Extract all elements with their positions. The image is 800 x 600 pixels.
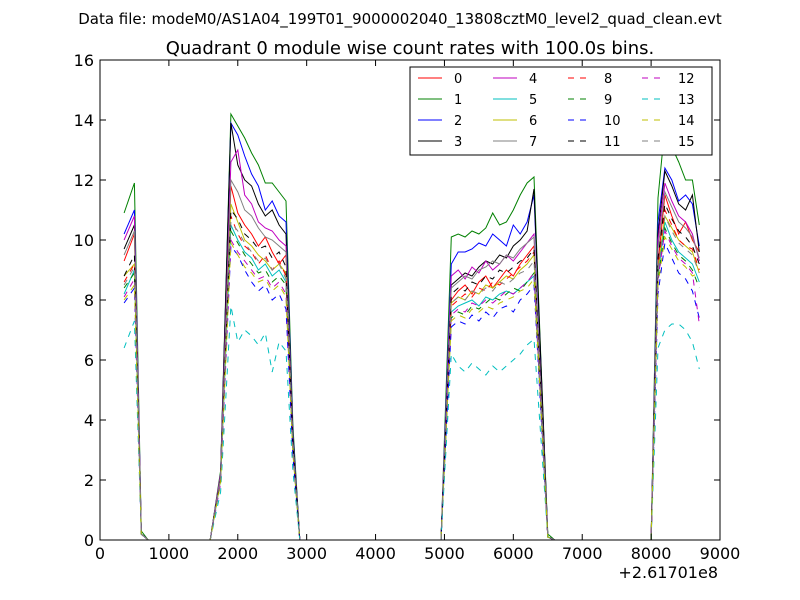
series-line-11 xyxy=(123,202,700,540)
series-line-6 xyxy=(123,203,700,540)
series-line-12 xyxy=(123,229,700,540)
y-tick-label: 14 xyxy=(74,111,94,130)
x-tick-label: 2000 xyxy=(217,544,258,563)
legend-label-7: 7 xyxy=(529,135,537,150)
legend-label-2: 2 xyxy=(454,114,462,129)
series-line-3 xyxy=(123,122,700,540)
y-tick-label: 2 xyxy=(84,471,94,490)
x-tick-label: 0 xyxy=(95,544,105,563)
series-line-13 xyxy=(123,305,700,540)
x-tick-label: 3000 xyxy=(286,544,327,563)
series-layer xyxy=(123,112,700,540)
y-tick-label: 4 xyxy=(84,411,94,430)
legend-label-10: 10 xyxy=(604,114,621,129)
legend-label-12: 12 xyxy=(678,72,695,87)
x-tick-label: 9000 xyxy=(700,544,741,563)
y-tick-label: 10 xyxy=(74,231,94,250)
y-tick-label: 6 xyxy=(84,351,94,370)
legend-box xyxy=(409,66,713,156)
legend-label-14: 14 xyxy=(678,114,695,129)
legend-label-6: 6 xyxy=(529,114,537,129)
y-tick-label: 0 xyxy=(84,531,94,550)
series-line-5 xyxy=(123,221,700,540)
legend-label-8: 8 xyxy=(604,72,612,87)
legend-label-11: 11 xyxy=(604,135,621,150)
legend-label-3: 3 xyxy=(454,135,462,150)
series-line-1 xyxy=(123,112,700,540)
series-line-2 xyxy=(123,121,700,540)
legend-label-15: 15 xyxy=(678,135,695,150)
y-tick-label: 8 xyxy=(84,291,94,310)
series-line-7 xyxy=(123,178,700,540)
x-tick-label: 4000 xyxy=(355,544,396,563)
y-tick-label: 12 xyxy=(74,171,94,190)
legend-label-5: 5 xyxy=(529,93,537,108)
series-line-4 xyxy=(123,148,700,540)
series-line-9 xyxy=(123,226,700,540)
series-line-14 xyxy=(123,235,700,540)
x-tick-label: 8000 xyxy=(631,544,672,563)
series-line-10 xyxy=(123,241,700,540)
y-tick-label: 16 xyxy=(74,51,94,70)
series-line-8 xyxy=(123,208,700,540)
legend-label-1: 1 xyxy=(454,93,462,108)
series-line-15 xyxy=(123,214,700,540)
legend-label-4: 4 xyxy=(529,72,537,87)
series-line-0 xyxy=(123,185,700,540)
x-tick-label: 6000 xyxy=(493,544,534,563)
x-tick-label: 5000 xyxy=(424,544,465,563)
chart-suptitle: Data file: modeM0/AS1A04_199T01_90000020… xyxy=(78,10,722,29)
x-tick-label: 1000 xyxy=(149,544,190,563)
legend-label-13: 13 xyxy=(678,93,695,108)
legend-label-9: 9 xyxy=(604,93,612,108)
chart-title: Quadrant 0 module wise count rates with … xyxy=(166,38,655,59)
axis-ticks: 0 1000 2000 3000 4000 5000 6000 7000 8000 9000 0 2 4… xyxy=(74,51,741,563)
x-tick-label: 7000 xyxy=(562,544,603,563)
legend-label-0: 0 xyxy=(454,72,462,87)
x-offset-label: +2.61701e8 xyxy=(618,563,718,582)
